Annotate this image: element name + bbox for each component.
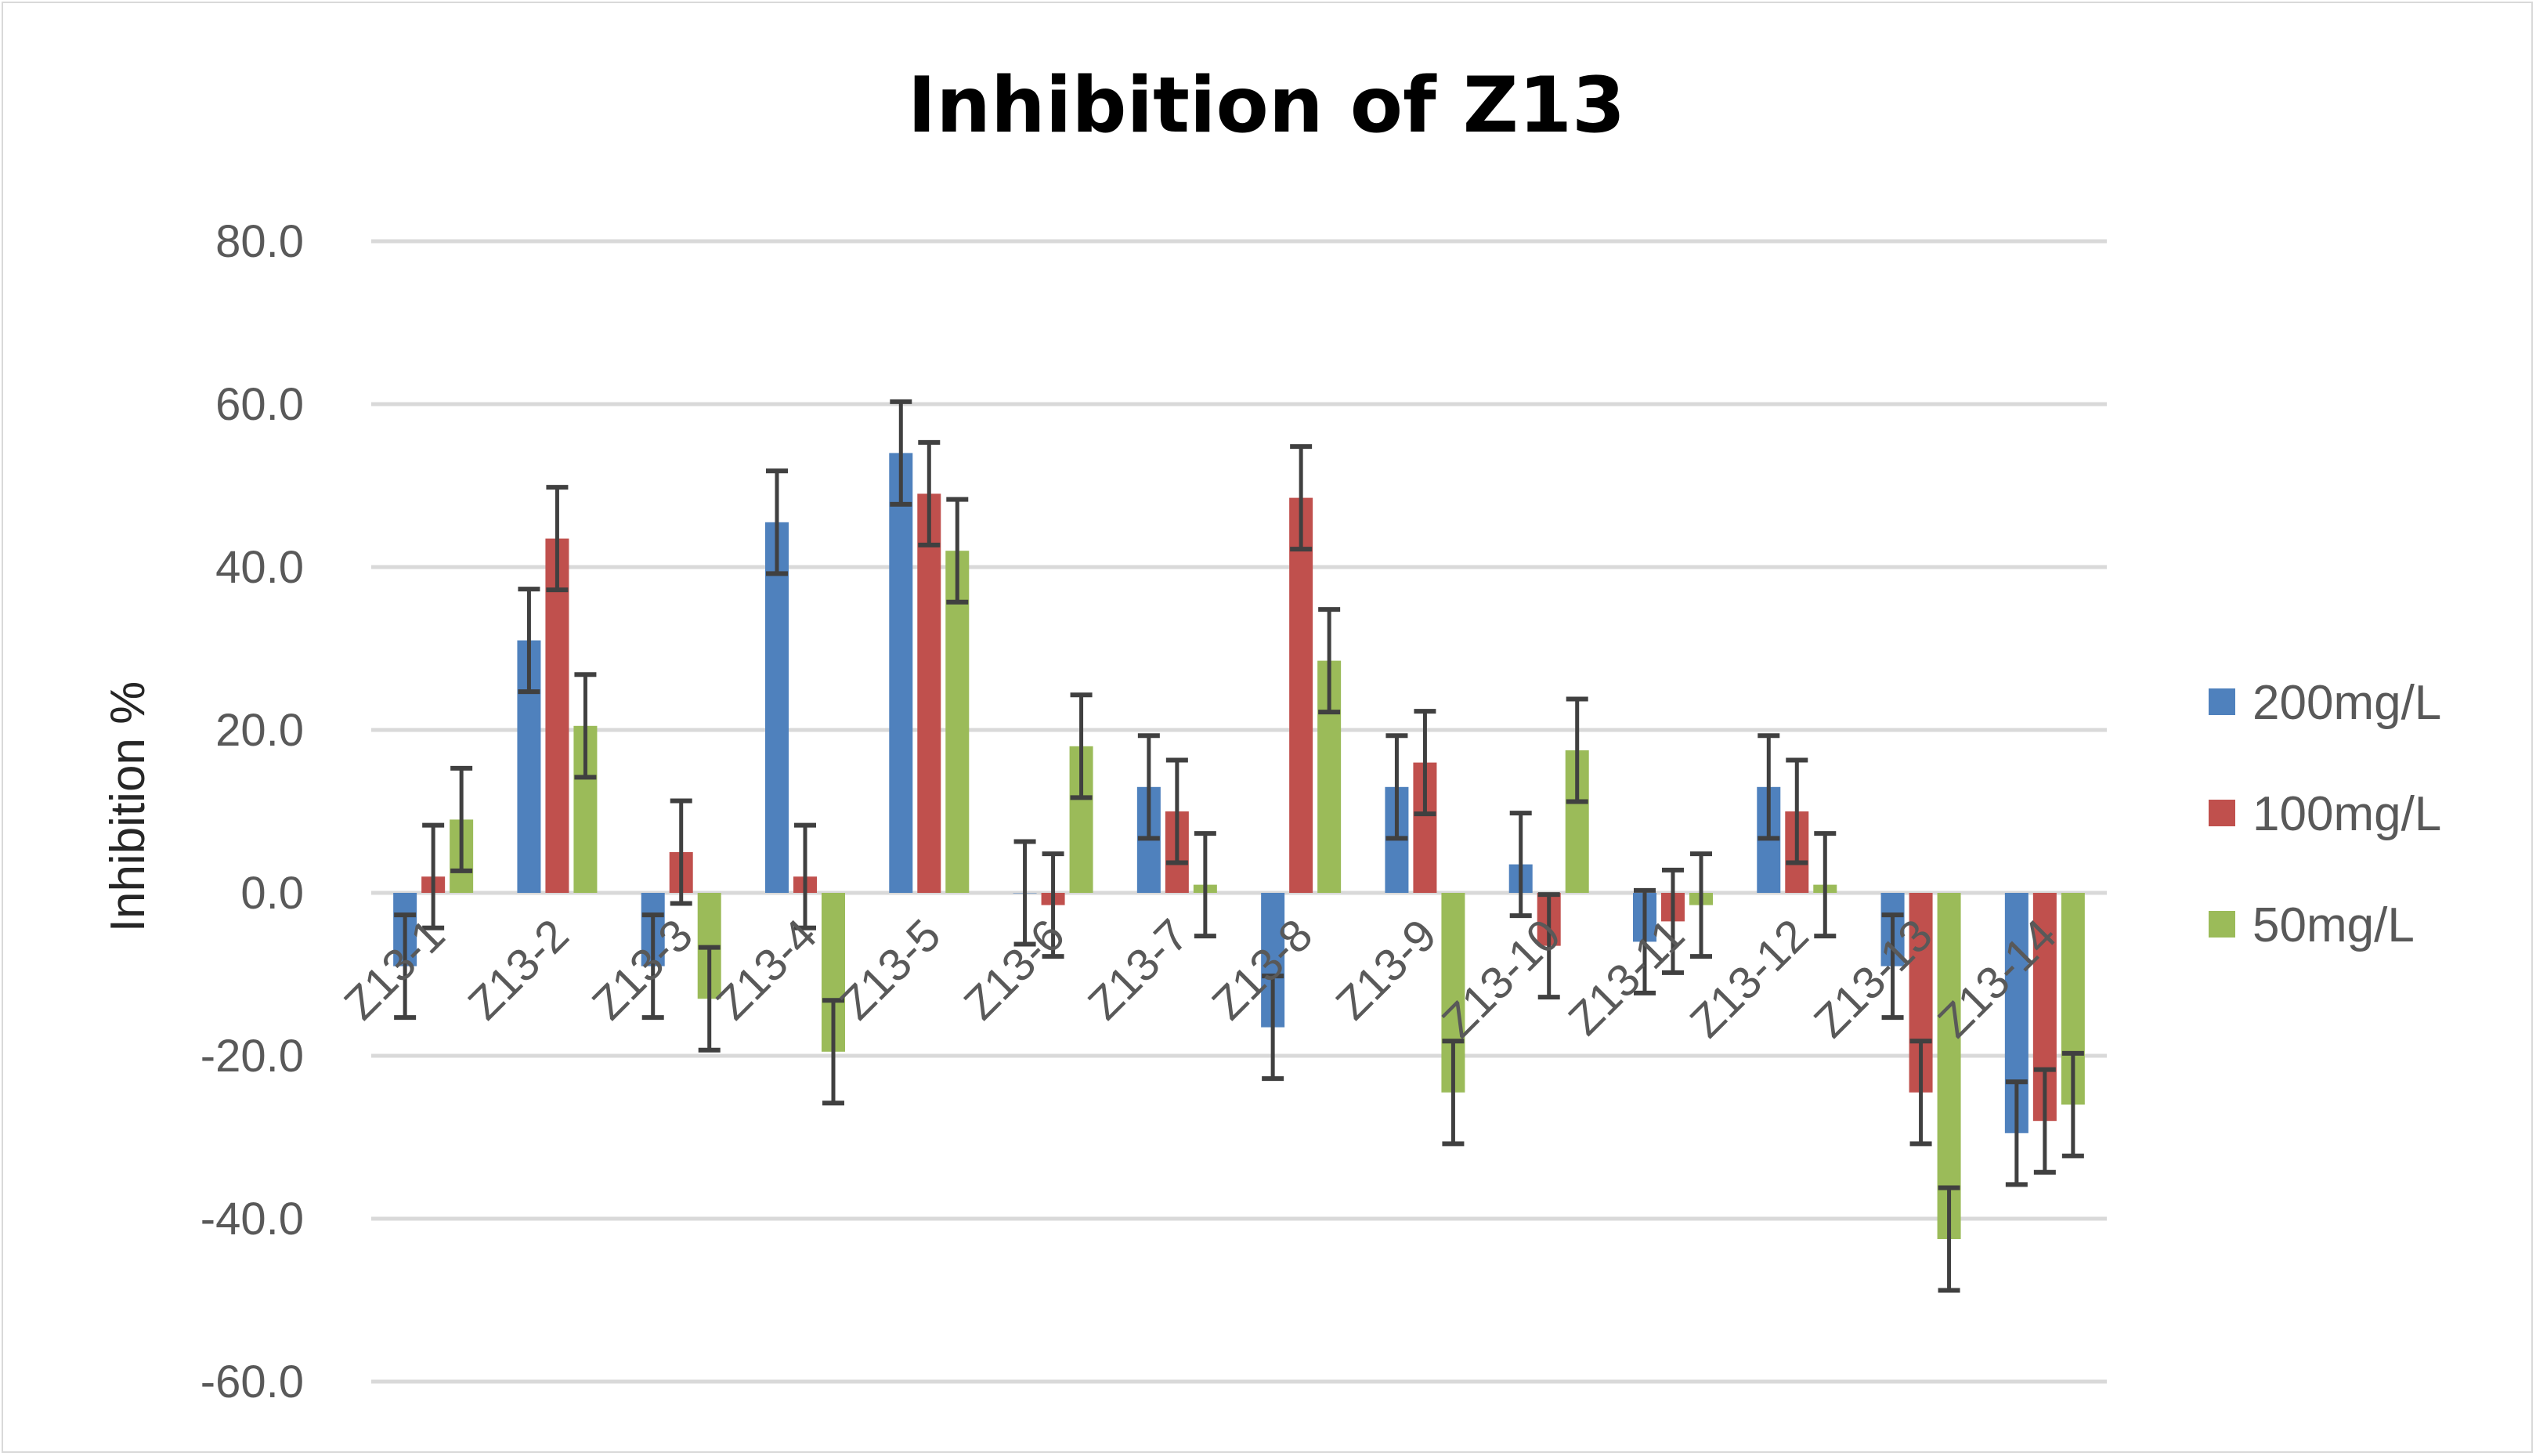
error-bar-50mg/L-Z13-7 [1194,831,1216,939]
error-bar-200mg/L-Z13-3 [641,912,664,1021]
y-tick-label: 60.0 [215,379,304,430]
bar-200mg/L-Z13-4 [765,522,789,893]
error-bar-100mg/L-Z13-1 [422,822,445,930]
x-category-label: Z13-5 [830,909,950,1029]
x-category-label: Z13-6 [955,909,1075,1029]
error-bar-50mg/L-Z13-13 [1938,1185,1960,1293]
legend-swatch [2209,800,2235,826]
bars [393,453,2085,1239]
y-tick-label: -20.0 [200,1031,304,1082]
error-bar-200mg/L-Z13-8 [1262,974,1284,1082]
error-bars [394,399,2084,1293]
error-bar-100mg/L-Z13-7 [1165,757,1188,865]
error-bar-100mg/L-Z13-14 [2033,1067,2056,1175]
y-tick-label: -60.0 [200,1357,304,1407]
error-bar-200mg/L-Z13-13 [1881,912,1904,1021]
error-bar-100mg/L-Z13-4 [794,822,816,930]
error-bar-50mg/L-Z13-3 [698,945,721,1053]
x-category-label: Z13-11 [1559,909,1694,1045]
y-tick-label: 20.0 [215,705,304,756]
chart-title: Inhibition of Z13 [908,61,1626,150]
error-bar-200mg/L-Z13-6 [1013,839,1036,947]
error-bar-50mg/L-Z13-10 [1566,696,1588,804]
error-bar-100mg/L-Z13-13 [1909,1039,1932,1147]
y-tick-label: 0.0 [240,868,304,919]
error-bar-200mg/L-Z13-5 [890,399,912,507]
x-category-label: Z13-7 [1078,909,1198,1029]
error-bar-200mg/L-Z13-9 [1385,733,1408,841]
y-tick-label: 40.0 [215,542,304,593]
error-bar-100mg/L-Z13-8 [1290,444,1313,552]
legend-item-200mg/L[interactable]: 200mg/L [2209,676,2441,730]
error-bar-100mg/L-Z13-5 [918,439,941,547]
y-axis-title: Inhibition % [101,681,155,933]
error-bar-50mg/L-Z13-4 [822,998,844,1106]
y-axis-ticks: 80.0 60.0 40.0 20.0 0.0 -20.0 -40.0 -60.0 [200,216,304,1407]
error-bar-100mg/L-Z13-2 [546,485,569,593]
bar-100mg/L-Z13-5 [917,493,941,893]
error-bar-100mg/L-Z13-3 [670,798,692,906]
x-category-label: Z13-9 [1327,909,1447,1029]
error-bar-100mg/L-Z13-10 [1537,892,1560,1000]
y-tick-label: -40.0 [200,1194,304,1245]
gridlines [371,239,2107,1384]
legend: 200mg/L 100mg/L 50mg/L [2209,676,2441,952]
error-bar-100mg/L-Z13-9 [1414,709,1436,817]
x-category-label: Z13-2 [459,909,579,1029]
legend-label: 100mg/L [2252,787,2441,841]
error-bar-50mg/L-Z13-5 [946,497,969,605]
error-bar-200mg/L-Z13-10 [1509,811,1532,919]
error-bar-200mg/L-Z13-2 [518,587,540,695]
error-bar-100mg/L-Z13-11 [1662,867,1684,975]
legend-item-100mg/L[interactable]: 100mg/L [2209,787,2441,841]
error-bar-100mg/L-Z13-6 [1042,851,1064,959]
legend-label: 200mg/L [2252,676,2441,730]
bar-50mg/L-Z13-13 [1937,893,1961,1239]
legend-label: 50mg/L [2252,898,2415,952]
error-bar-200mg/L-Z13-1 [394,912,417,1021]
error-bar-50mg/L-Z13-11 [1690,851,1712,959]
error-bar-50mg/L-Z13-1 [450,765,473,873]
error-bar-200mg/L-Z13-7 [1137,733,1160,841]
error-bar-200mg/L-Z13-12 [1757,733,1780,841]
error-bar-100mg/L-Z13-12 [1786,757,1808,865]
error-bar-200mg/L-Z13-4 [766,468,788,576]
error-bar-50mg/L-Z13-12 [1814,831,1837,939]
legend-item-50mg/L[interactable]: 50mg/L [2209,898,2415,952]
error-bar-200mg/L-Z13-14 [2005,1079,2028,1187]
x-axis-categories: Z13-1 Z13-2 Z13-3 Z13-4 Z13-5 Z13-6 Z13-7 Z13-8… [334,909,2066,1047]
bar-200mg/L-Z13-5 [889,453,913,893]
error-bar-50mg/L-Z13-9 [1442,1039,1465,1147]
error-bar-50mg/L-Z13-6 [1070,692,1093,800]
error-bar-50mg/L-Z13-14 [2061,1050,2084,1158]
error-bar-50mg/L-Z13-8 [1318,607,1341,715]
legend-swatch [2209,911,2235,938]
error-bar-200mg/L-Z13-11 [1634,887,1656,995]
bar-100mg/L-Z13-2 [545,538,569,893]
legend-swatch [2209,688,2235,715]
error-bar-50mg/L-Z13-2 [574,672,597,780]
bar-50mg/L-Z13-5 [945,551,970,893]
bar-100mg/L-Z13-8 [1289,497,1313,893]
y-tick-label: 80.0 [215,216,304,267]
